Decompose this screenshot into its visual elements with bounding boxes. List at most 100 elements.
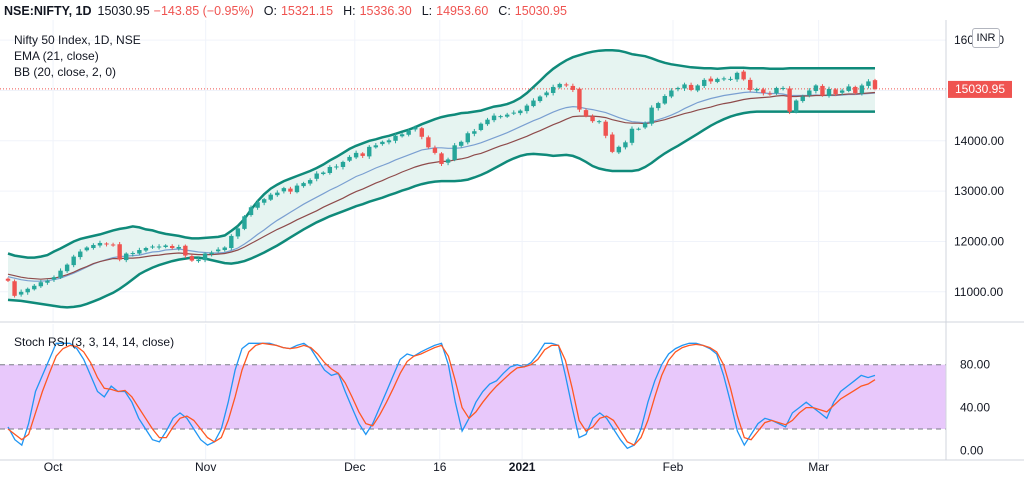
candle-body	[465, 133, 470, 143]
high-label: H:	[343, 4, 356, 18]
candle-body	[780, 87, 786, 89]
bollinger-lower-line	[7, 110, 875, 309]
candle-body	[787, 88, 792, 112]
candle-body	[150, 246, 155, 248]
candle-body	[688, 84, 694, 90]
candle-body	[419, 128, 424, 137]
bollinger-basis-line	[7, 91, 876, 282]
candle-body	[5, 278, 11, 281]
candle-body	[721, 78, 727, 80]
candle-body	[774, 87, 779, 94]
candle-body	[577, 88, 582, 110]
candle-body	[846, 86, 851, 91]
candle-body	[373, 145, 379, 148]
candle-body	[12, 281, 17, 296]
price-tick-label: 11000.00	[954, 285, 1003, 299]
candle-body	[235, 228, 241, 237]
low-label: L:	[421, 4, 433, 18]
candle-body	[728, 78, 733, 80]
stoch-k-line	[7, 342, 876, 450]
candle-body	[183, 245, 188, 256]
candle-body	[675, 87, 681, 90]
candle-body	[445, 159, 451, 163]
candle-body	[321, 172, 326, 175]
candle-body	[702, 79, 707, 86]
time-tick-label: Dec	[344, 460, 365, 474]
candle-body	[307, 180, 313, 184]
candle-body	[564, 84, 569, 86]
candle-body	[288, 188, 293, 192]
symbol-name[interactable]: NSE:NIFTY, 1D	[4, 4, 92, 18]
candle-body	[485, 119, 490, 125]
candle-body	[58, 270, 63, 278]
candle-body	[557, 83, 562, 88]
candle-body	[550, 86, 556, 93]
candle-body	[32, 285, 37, 290]
candle-body	[393, 135, 398, 141]
time-tick-label: 2021	[509, 460, 536, 474]
high-value: 15336.30	[359, 4, 412, 18]
candle-body	[511, 112, 516, 114]
bollinger-bands	[0, 48, 946, 309]
last-price-value: 15030.95	[955, 82, 1005, 96]
candle-body	[662, 96, 668, 104]
candle-body	[839, 90, 845, 93]
stoch-rsi-legend[interactable]: Stoch RSI (3, 3, 14, 14, close)	[14, 335, 175, 349]
legend-ema[interactable]: EMA (21, close)	[14, 49, 99, 63]
candle-body	[209, 252, 214, 255]
candle-body	[413, 127, 418, 130]
candle-body	[353, 152, 359, 158]
open-value: 15321.15	[280, 4, 334, 18]
candle-body	[229, 235, 234, 249]
candle-body	[767, 93, 773, 95]
candle-body	[255, 202, 260, 208]
candle-body	[813, 85, 819, 91]
candle-body	[761, 89, 766, 93]
candle-body	[143, 248, 149, 251]
candle-body	[807, 90, 812, 96]
last-price: 15030.95	[97, 4, 150, 18]
candle-body	[741, 71, 746, 80]
candle-body	[636, 128, 641, 130]
candle-body	[340, 161, 346, 167]
close-label: C:	[498, 4, 511, 18]
candle-body	[708, 78, 713, 82]
candle-body	[629, 128, 635, 143]
legend-bb[interactable]: BB (20, close, 2, 0)	[14, 65, 117, 79]
price-tick-label: 12000.00	[954, 234, 1004, 248]
candle-body	[656, 103, 661, 109]
candle-body	[25, 288, 30, 293]
candle-body	[439, 153, 444, 164]
candle-body	[130, 253, 135, 255]
candle-body	[360, 153, 365, 156]
candle-body	[478, 123, 484, 130]
stoch-rsi-band	[0, 364, 946, 429]
candle-body	[669, 90, 674, 97]
price-change: −143.85 (−0.95%)	[153, 4, 254, 18]
candle-body	[97, 242, 103, 246]
time-tick-label: Feb	[663, 460, 684, 474]
candle-body	[156, 246, 162, 248]
candle-body	[459, 141, 464, 146]
candle-body	[189, 256, 195, 261]
candle-body	[84, 247, 90, 251]
candle-body	[18, 291, 24, 295]
candle-body	[866, 81, 871, 86]
stoch-tick-label: 80.00	[960, 358, 990, 372]
candle-body	[452, 145, 457, 160]
currency-button[interactable]: INR	[972, 28, 1000, 48]
time-axis: Oct Nov Dec 16 2021 Feb Mar	[44, 460, 829, 474]
candle-body	[124, 253, 129, 261]
candle-body	[45, 280, 50, 283]
candle-body	[570, 85, 576, 90]
indicator-legend: Nifty 50 Index, 1D, NSE EMA (21, close) …	[14, 32, 141, 80]
candle-body	[91, 244, 96, 249]
legend-title[interactable]: Nifty 50 Index, 1D, NSE	[14, 33, 141, 47]
candle-body	[872, 80, 878, 89]
candle-body	[800, 96, 805, 102]
candle-body	[590, 116, 595, 122]
bollinger-band-fill	[8, 50, 875, 308]
candle-body	[406, 130, 411, 135]
candle-body	[242, 216, 247, 229]
